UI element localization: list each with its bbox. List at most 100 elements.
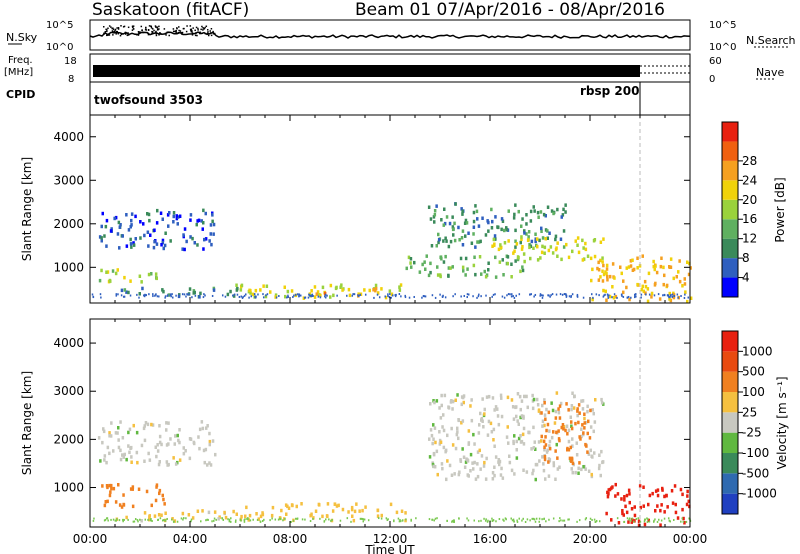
data-cell [593, 254, 597, 259]
data-cell [472, 232, 475, 236]
data-cell [595, 293, 598, 296]
data-cell [654, 518, 656, 521]
data-cell [541, 518, 543, 521]
data-cell [351, 514, 354, 518]
data-cell [421, 262, 424, 267]
data-cell [593, 451, 596, 455]
data-cell [535, 517, 538, 520]
data-cell [481, 216, 484, 220]
data-cell [127, 430, 130, 435]
data-cell [399, 520, 402, 523]
nsky-dot [209, 30, 212, 32]
data-cell [319, 517, 321, 520]
data-cell [593, 420, 597, 424]
data-cell [500, 227, 503, 232]
data-cell [435, 399, 439, 403]
data-cell [248, 513, 252, 518]
velocity-bar-swatch [722, 392, 738, 413]
data-cell [533, 440, 536, 444]
data-cell [123, 275, 126, 280]
data-cell [279, 517, 281, 520]
data-cell [653, 520, 655, 523]
data-cell [461, 395, 465, 400]
data-cell [480, 272, 483, 276]
data-cell [400, 509, 404, 513]
data-cell [286, 296, 288, 299]
data-cell [439, 293, 441, 296]
data-cell [616, 492, 620, 496]
data-cell [287, 506, 291, 510]
data-cell [634, 296, 636, 299]
data-cell [546, 448, 549, 452]
data-cell [346, 294, 348, 297]
data-cell [461, 229, 465, 233]
data-cell [555, 391, 559, 395]
data-cell [562, 229, 566, 233]
data-cell [516, 392, 520, 396]
data-cell [100, 224, 103, 229]
data-cell [562, 425, 566, 429]
data-cell [451, 265, 454, 269]
data-cell [243, 294, 246, 297]
data-cell [543, 401, 546, 405]
data-cell [188, 456, 192, 461]
data-cell [252, 518, 254, 521]
data-cell [398, 520, 401, 523]
data-cell [103, 454, 107, 458]
data-cell [358, 295, 360, 298]
data-cell [158, 295, 160, 298]
data-cell [602, 288, 605, 293]
data-cell [427, 273, 431, 278]
data-cell [543, 413, 547, 417]
power-bar-swatch [722, 141, 738, 161]
data-cell [132, 520, 135, 523]
data-cell [540, 250, 544, 255]
data-cell [202, 221, 205, 225]
data-cell [484, 519, 487, 522]
data-cell [514, 228, 517, 233]
data-cell [552, 430, 555, 434]
data-cell [662, 282, 665, 287]
data-cell [198, 295, 201, 298]
data-cell [200, 420, 204, 424]
data-cell [364, 293, 367, 296]
data-cell [530, 239, 534, 244]
data-cell [678, 259, 681, 263]
data-cell [500, 466, 503, 471]
data-cell [638, 484, 642, 488]
data-cell [211, 520, 213, 523]
data-cell [282, 519, 284, 522]
data-cell [127, 290, 130, 295]
data-cell [686, 299, 689, 304]
data-cell [130, 445, 133, 450]
data-cell [512, 439, 515, 444]
data-cell [525, 470, 529, 474]
data-cell [485, 518, 487, 521]
data-cell [351, 294, 354, 297]
nsearch-tick-bottom: 10^0 [709, 42, 736, 53]
data-cell [548, 446, 552, 451]
y-axis-label: Slant Range [km] [20, 371, 34, 475]
data-cell [567, 439, 571, 444]
data-cell [571, 437, 574, 441]
data-cell [257, 517, 260, 521]
data-cell [543, 251, 546, 255]
data-cell [544, 417, 547, 421]
cpid-label-right: rbsp 200 [580, 84, 639, 98]
x-tick-label: 04:00 [173, 532, 208, 546]
data-cell [430, 244, 434, 248]
data-cell [497, 460, 500, 464]
data-cell [437, 232, 440, 237]
data-cell [165, 443, 169, 447]
nsky-dot [201, 25, 203, 28]
data-cell [135, 430, 139, 435]
data-cell [145, 294, 148, 297]
data-cell [564, 428, 567, 433]
data-cell [462, 269, 465, 273]
data-cell [316, 290, 320, 294]
data-cell [492, 427, 496, 432]
data-cell [602, 263, 605, 268]
data-cell [472, 432, 475, 437]
nsky-dot [114, 28, 117, 31]
